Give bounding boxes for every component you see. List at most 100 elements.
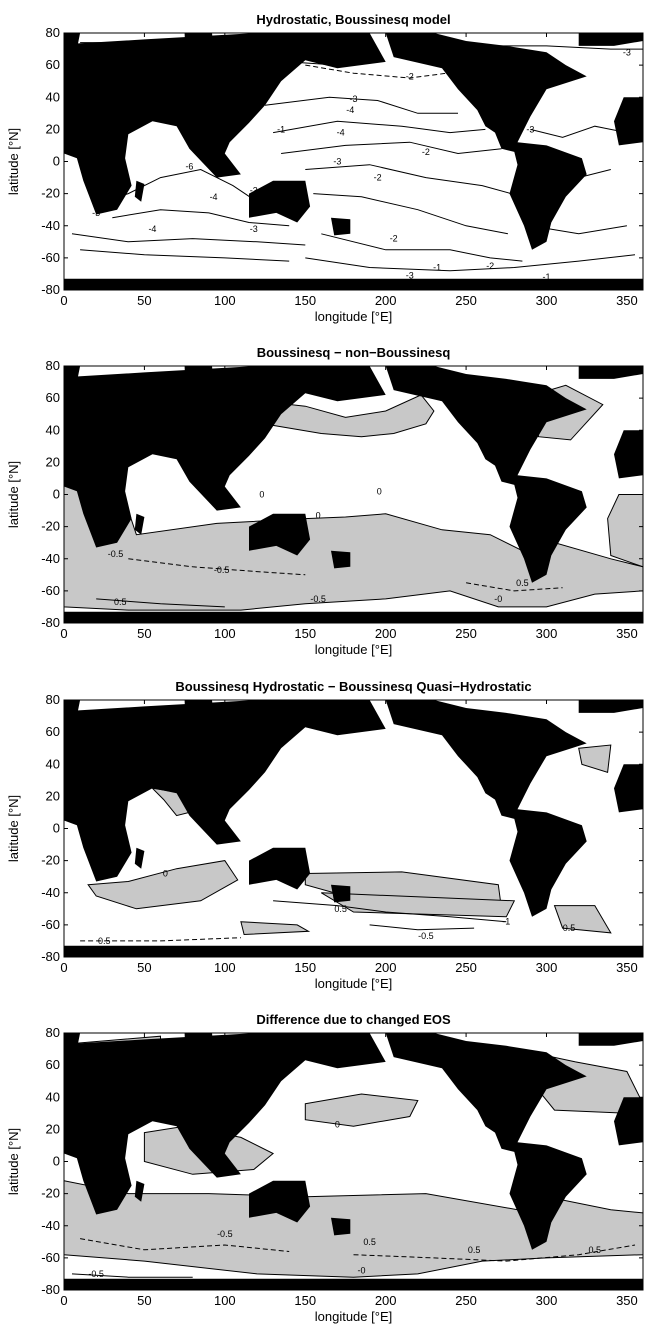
contour-label: -0.5	[88, 1269, 104, 1279]
contour-line	[112, 209, 290, 227]
x-axis-label: longitude [°E]	[315, 1309, 392, 1324]
land-mask	[184, 366, 217, 415]
y-tick-label: -20	[41, 519, 60, 534]
panel-3: 0 0.5 -0.5 -1 0.5 0.5 Boussinesq Hydrostatic −…	[6, 679, 644, 991]
contour-line	[530, 125, 627, 138]
contour-line	[353, 1244, 636, 1262]
land-mask	[64, 611, 643, 623]
y-tick-label: 20	[46, 121, 60, 136]
land-mask	[385, 1033, 587, 1250]
x-tick-label: 250	[455, 626, 477, 641]
land-mask	[64, 700, 386, 882]
land-mask	[614, 1097, 643, 1146]
contour-label: 0.5	[516, 578, 529, 588]
y-tick-label: 60	[46, 57, 60, 72]
contour-line	[273, 900, 507, 923]
y-tick-label: -80	[41, 615, 60, 630]
land-mask	[64, 700, 81, 781]
y-axis-label: latitude [°N]	[6, 795, 21, 862]
land-mask	[64, 1033, 81, 1114]
contour-label: -0.5	[217, 1229, 233, 1239]
contour-label: -3	[526, 124, 534, 134]
land-mask	[64, 33, 386, 215]
land-mask	[64, 366, 386, 548]
y-tick-label: 60	[46, 390, 60, 405]
land-mask	[249, 847, 311, 890]
contour-label: -1	[542, 153, 550, 163]
contour-line	[80, 1238, 290, 1252]
y-tick-label: 80	[46, 358, 60, 373]
contour-label: -2	[406, 71, 414, 81]
contour-label: 0.5	[334, 904, 347, 914]
land-mask	[184, 1033, 217, 1082]
land-mask	[64, 1278, 643, 1290]
y-axis-label: latitude [°N]	[6, 1128, 21, 1195]
contour-label: -0	[358, 1266, 366, 1276]
contour-line	[313, 193, 508, 235]
contour-line	[273, 120, 486, 134]
positive-region	[578, 744, 612, 773]
x-tick-label: 200	[375, 293, 397, 308]
y-tick-label: 40	[46, 422, 60, 437]
x-tick-label: 300	[536, 293, 558, 308]
x-tick-label: 150	[294, 626, 316, 641]
contour-label: -1	[526, 218, 534, 228]
contour-line	[71, 1273, 193, 1278]
contour-label: 0	[163, 868, 168, 878]
contour-label: -0.5	[214, 565, 230, 575]
y-tick-label: -80	[41, 282, 60, 297]
land-mask	[64, 278, 643, 290]
y-axis-label: latitude [°N]	[6, 128, 21, 195]
contour-label: -4	[148, 224, 156, 234]
x-tick-label: 200	[375, 960, 397, 975]
panel-1: -3 -3-2-3-4-1 -4 -3-2-1-3-2-7-6-4-3-5-4 -3-2…	[6, 12, 644, 324]
land-mask	[331, 550, 351, 569]
x-tick-label: 100	[214, 960, 236, 975]
contour-label: 0	[259, 490, 264, 500]
land-mask	[184, 700, 217, 749]
contour-label: 0.5	[363, 1237, 376, 1247]
positive-region	[607, 494, 643, 568]
contour-line	[71, 233, 306, 246]
x-tick-label: 300	[536, 960, 558, 975]
y-tick-label: 20	[46, 788, 60, 803]
y-tick-label: 20	[46, 454, 60, 469]
land-mask	[249, 180, 311, 223]
panel-4: 0 0.5 -0.5 -0.5 0.5 0.5 -0 Difference due to ch…	[6, 1012, 644, 1324]
positive-region	[321, 892, 516, 918]
y-tick-label: -40	[41, 885, 60, 900]
x-tick-label: 250	[455, 960, 477, 975]
contour-label: -1	[502, 917, 510, 927]
x-tick-label: 100	[214, 293, 236, 308]
x-tick-label: 250	[455, 293, 477, 308]
y-tick-label: 40	[46, 89, 60, 104]
contour-label: -3	[250, 185, 258, 195]
x-tick-label: 350	[616, 293, 638, 308]
y-tick-label: -40	[41, 218, 60, 233]
y-tick-label: 60	[46, 1057, 60, 1072]
contour-line	[305, 164, 512, 195]
contour-line	[264, 96, 458, 114]
y-tick-label: -60	[41, 250, 60, 265]
contour-label: -7	[202, 145, 210, 155]
x-tick-label: 200	[375, 626, 397, 641]
panel-title: Boussinesq − non−Boussinesq	[257, 345, 451, 360]
x-tick-label: 50	[137, 960, 151, 975]
x-tick-label: 50	[137, 626, 151, 641]
contour-label: -0	[494, 594, 502, 604]
contour-label: -2	[390, 234, 398, 244]
y-tick-label: 80	[46, 1025, 60, 1040]
land-mask	[64, 1033, 386, 1215]
contour-label: 0.5	[98, 936, 111, 946]
x-tick-label: 50	[137, 293, 151, 308]
contour-label: -3	[333, 157, 341, 167]
land-mask	[385, 700, 587, 917]
contour-label: -3	[84, 46, 92, 56]
land-mask	[134, 847, 145, 869]
positive-region	[240, 921, 311, 936]
land-mask	[184, 33, 217, 82]
contour-label: -3	[406, 271, 414, 281]
land-mask	[331, 884, 351, 903]
y-tick-label: 0	[53, 821, 60, 836]
